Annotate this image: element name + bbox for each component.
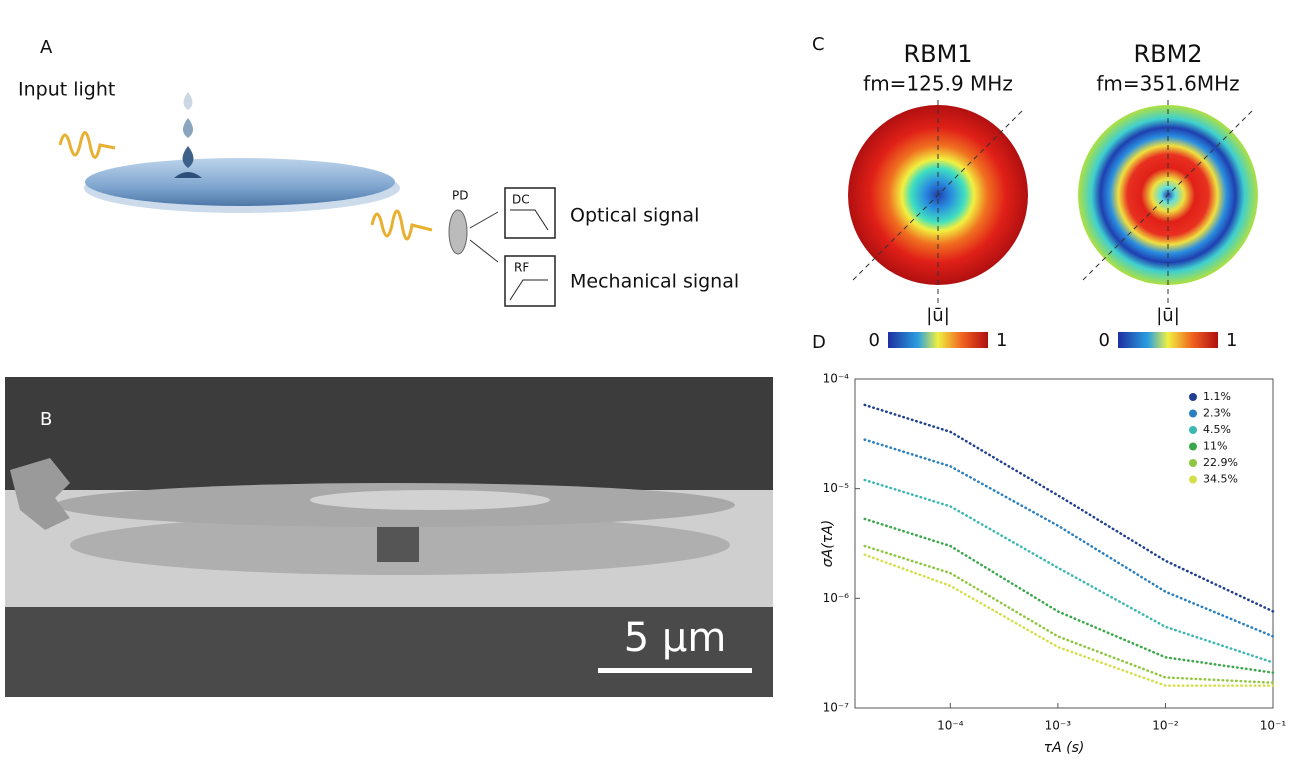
rf-label: RF: [514, 261, 529, 275]
mode-name: RBM2: [1133, 40, 1202, 68]
x-tick-label: 10⁻³: [1045, 719, 1072, 733]
legend-label: 2.3%: [1203, 407, 1231, 420]
scale-bar: [598, 668, 752, 673]
legend-label: 34.5%: [1203, 473, 1238, 486]
legend-marker: [1189, 459, 1197, 467]
colorbar-label: |ū|: [1156, 305, 1180, 326]
mode-frequency: fm=351.6MHz: [1096, 72, 1239, 96]
panel-label: C: [812, 34, 825, 55]
y-axis-label: σA(τA): [820, 520, 836, 567]
colorbar-label: |ū|: [926, 305, 950, 326]
dc-label: DC: [512, 193, 530, 207]
colorbar-max: 1: [996, 330, 1007, 351]
colorbar: [1118, 332, 1218, 348]
highlight: [310, 490, 550, 510]
panel-b: B 5 µm: [5, 377, 773, 697]
panel-c: C RBM1 fm=125.9 MHz |ū| 0 1 RBM2 fm=351.6MHz |ū…: [812, 34, 1258, 351]
input-wave: [60, 133, 115, 158]
colorbar-min: 0: [869, 330, 880, 351]
input-label: Input light: [18, 79, 115, 101]
legend-label: 22.9%: [1203, 456, 1238, 469]
y-tick-label: 10⁻⁶: [823, 591, 850, 605]
x-tick-label: 10⁻²: [1152, 719, 1179, 733]
optical-signal: Optical signal: [570, 205, 699, 227]
legend-label: 4.5%: [1203, 423, 1231, 436]
colorbar-max: 1: [1226, 330, 1237, 351]
x-axis-label: τA (s): [1044, 740, 1085, 756]
output-wave: [372, 211, 432, 239]
y-tick-label: 10⁻⁵: [823, 481, 850, 495]
panel-label: B: [40, 409, 52, 430]
rf-box: [505, 256, 555, 306]
legend-marker: [1189, 393, 1197, 401]
colorbar: [888, 332, 988, 348]
panel-label: A: [40, 37, 53, 58]
legend-marker: [1189, 476, 1197, 484]
x-tick-label: 10⁻¹: [1260, 719, 1287, 733]
disk: [85, 158, 395, 206]
photodetector: [449, 210, 467, 254]
series-line: [865, 546, 1273, 683]
legend-marker: [1189, 426, 1197, 434]
legend-marker: [1189, 410, 1197, 418]
arrows: [470, 212, 498, 262]
panel-a: A Input light PD DC Optical signal RF Me…: [18, 37, 739, 306]
mode-frequency: fm=125.9 MHz: [863, 72, 1013, 96]
x-tick-label: 10⁻⁴: [937, 719, 964, 733]
legend-label: 1.1%: [1203, 390, 1231, 403]
colorbar-min: 0: [1099, 330, 1110, 351]
y-tick-label: 10⁻⁴: [823, 372, 850, 386]
panel-label: D: [812, 332, 826, 353]
pd-label: PD: [452, 189, 468, 203]
legend-label: 11%: [1203, 440, 1227, 453]
series-line: [865, 519, 1273, 673]
series-line: [865, 480, 1273, 663]
legend-marker: [1189, 443, 1197, 451]
panel-d: D 10⁻⁴ 10⁻³ 10⁻² 10⁻¹ 10⁻⁷ 10⁻⁶ 10⁻⁵ 10⁻⁴ τA (s)…: [812, 332, 1286, 756]
y-tick-label: 10⁻⁷: [823, 701, 850, 715]
figure: A Input light PD DC Optical signal RF Me…: [0, 0, 1303, 762]
mechanical-signal: Mechanical signal: [570, 271, 739, 293]
droplet: [184, 92, 193, 110]
mode-name: RBM1: [903, 40, 972, 68]
scale-bar-label: 5 µm: [624, 615, 727, 661]
droplet: [183, 118, 193, 138]
